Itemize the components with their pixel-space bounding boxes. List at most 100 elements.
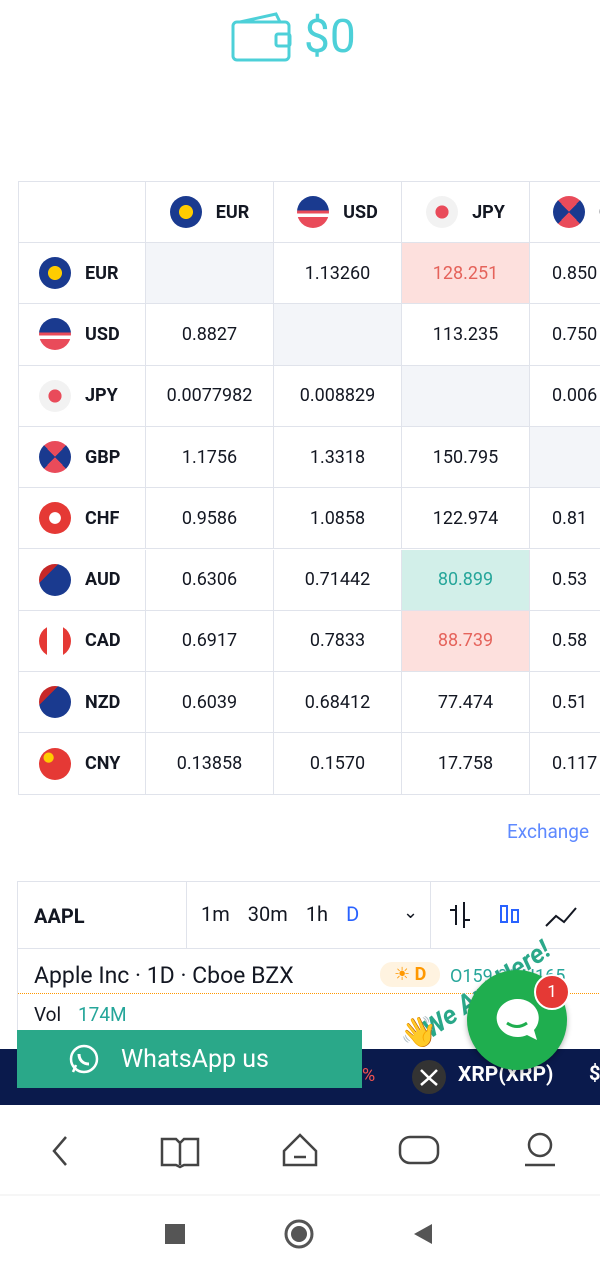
row-header: CAD	[19, 610, 146, 673]
row-header: EUR	[19, 243, 146, 305]
rate-cell: 0.13858	[146, 733, 274, 795]
rate-cell: 1.13260	[274, 243, 402, 305]
ticker-change: %	[362, 1065, 376, 1086]
ticker-price: $	[589, 1061, 600, 1085]
wave-hand: 👋	[400, 1015, 438, 1050]
rate-cell	[274, 304, 402, 366]
game-icon[interactable]	[398, 1135, 440, 1165]
whatsapp-icon	[69, 1044, 99, 1074]
navigation	[0, 1105, 600, 1275]
rate-cell: 0.8827	[146, 304, 274, 366]
row-code: EUR	[85, 262, 119, 284]
column-header: USD	[274, 182, 402, 243]
rate-cell: 0.6917	[146, 610, 274, 673]
flag	[39, 318, 71, 351]
column-code: USD	[343, 201, 378, 223]
flag	[552, 196, 585, 228]
vol-label: Vol	[34, 1003, 62, 1026]
column-code: GBP	[599, 202, 600, 223]
interval[interactable]: 1m	[201, 902, 230, 926]
interval[interactable]: 30m	[247, 902, 288, 926]
interval[interactable]: 1h	[305, 902, 329, 926]
row-header: CHF	[19, 488, 146, 550]
home-button[interactable]	[284, 1219, 314, 1249]
row-header: AUD	[19, 549, 146, 611]
rate-cell: 0.850	[530, 243, 600, 305]
rate-cell	[146, 243, 274, 305]
flag	[169, 196, 202, 228]
wallet-icon	[231, 12, 292, 62]
balance: $0	[304, 10, 356, 64]
rate-cell: 128.251	[402, 243, 530, 305]
rate-cell: 17.758	[402, 733, 530, 795]
column-header: JPY	[402, 182, 530, 243]
back-button[interactable]	[414, 1224, 432, 1244]
rate-cell: 0.68412	[274, 672, 402, 734]
dropdown[interactable]: ⌄	[403, 902, 419, 923]
rate-cell: 1.3318	[274, 426, 402, 489]
rate-cell: 0.53	[530, 550, 600, 611]
session: ☀ D	[380, 962, 441, 987]
chat-badge: 1	[534, 974, 570, 1010]
rate-cell: 0.0077982	[146, 365, 274, 427]
row-header: JPY	[19, 365, 146, 427]
flag	[39, 686, 71, 719]
symbol[interactable]: AAPL	[34, 904, 85, 928]
rate-cell: 150.795	[402, 426, 530, 489]
chart-type-icons[interactable]	[446, 900, 596, 930]
flag	[39, 379, 71, 412]
divider	[186, 882, 187, 948]
divider	[18, 948, 600, 949]
row-code: USD	[85, 323, 120, 345]
rate-cell: 0.71442	[274, 549, 402, 611]
back-icon[interactable]	[52, 1136, 67, 1166]
rate-cell	[530, 426, 600, 489]
rate-cell: 88.739	[402, 610, 530, 673]
rate-cell: 113.235	[402, 304, 530, 366]
rate-cell: 0.6039	[146, 672, 274, 734]
rate-cell: 0.81	[530, 488, 600, 550]
price-line	[18, 993, 600, 994]
home-icon[interactable]	[282, 1133, 318, 1167]
rate-cell: 0.6306	[146, 549, 274, 611]
rate-cell: 122.974	[402, 488, 530, 550]
flag	[297, 196, 330, 228]
row-header: CNY	[19, 733, 146, 795]
whatsapp-button[interactable]: WhatsApp us	[17, 1030, 362, 1088]
column-code: EUR	[215, 201, 250, 223]
row-header: NZD	[19, 672, 146, 734]
row-code: CNY	[85, 753, 121, 775]
instrument: Apple Inc · 1D · Cboe BZX	[34, 962, 294, 989]
flag	[39, 257, 71, 290]
xrp-icon	[412, 1060, 446, 1094]
rate-cell: 0.1570	[274, 733, 402, 795]
rate-cell: 0.750	[530, 304, 600, 366]
rate-cell: 0.7833	[274, 610, 402, 673]
rate-cell	[402, 365, 530, 427]
row-header: GBP	[19, 426, 146, 489]
interval[interactable]: D	[346, 902, 360, 926]
flag	[39, 441, 71, 474]
rate-cell: 0.58	[530, 611, 600, 673]
row-code: CAD	[85, 630, 121, 652]
rate-cell: 1.1756	[146, 426, 274, 489]
book-icon[interactable]	[160, 1137, 200, 1169]
recents-button[interactable]	[165, 1224, 185, 1244]
exchange-link[interactable]: Exchange	[507, 820, 590, 843]
rate-cell: 1.0858	[274, 488, 402, 550]
flag	[426, 196, 459, 228]
flag	[39, 624, 71, 657]
row-header: USD	[19, 304, 146, 366]
row-code: GBP	[85, 446, 121, 468]
divider	[430, 882, 431, 948]
rate-cell: 77.474	[402, 672, 530, 734]
column-code: JPY	[472, 201, 505, 223]
profile-icon[interactable]	[525, 1132, 555, 1167]
rate-cell: 0.006	[530, 366, 600, 427]
flag	[39, 502, 71, 535]
vol: 174M	[78, 1003, 127, 1026]
corner-cell	[19, 182, 146, 243]
rate-cell: 0.9586	[146, 488, 274, 550]
column-header: GBP	[530, 182, 600, 243]
